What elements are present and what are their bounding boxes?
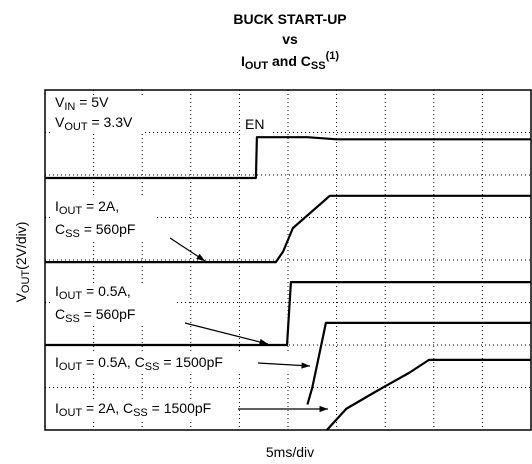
annotation-arrow [257, 362, 311, 367]
arrow-head [301, 362, 310, 369]
annotation: CSS = 560pF [55, 221, 135, 240]
label-background [50, 283, 175, 325]
text-part: (2V/div) [13, 222, 29, 270]
trace [45, 136, 531, 180]
annotation: CSS = 560pF [55, 306, 135, 325]
text-part: = 3.3V [88, 114, 133, 130]
annotation: VIN = 5V [55, 94, 109, 113]
text-part: C [55, 306, 65, 322]
text-part: vs [282, 31, 298, 47]
label-background [50, 354, 305, 373]
annotation: IOUT = 0.5A, [55, 283, 131, 302]
annotation: IOUT = 2A, CSS = 1500pF [55, 400, 211, 419]
text-part: OUT [59, 205, 83, 217]
text-part: = 0.5A, [82, 283, 131, 299]
trace [326, 358, 531, 431]
text-part: (1) [326, 50, 340, 62]
text-part: SS [133, 407, 148, 419]
text-part: I [55, 354, 59, 370]
text-part: OUT [59, 290, 83, 302]
annotation: VOUT = 3.3V [55, 114, 133, 133]
text-part: = 560pF [80, 221, 136, 237]
chart-title: IOUT and CSS(1) [241, 50, 339, 72]
annotation: IOUT = 2A, [55, 198, 119, 217]
text-part: SS [311, 60, 326, 72]
text-part: SS [145, 361, 160, 373]
text-part: = 1500pF [148, 400, 211, 416]
text-part: = 2A, [82, 198, 119, 214]
x-axis-label: 5ms/div [266, 444, 314, 460]
text-part: = 560pF [80, 306, 136, 322]
label-background [50, 400, 232, 419]
text-part: = 2A, C [82, 400, 133, 416]
chart-title: BUCK START-UP [233, 11, 346, 27]
plot-frame [44, 89, 532, 431]
text-part: V [13, 292, 29, 302]
text-part: = 1500pF [159, 354, 222, 370]
trace [45, 194, 531, 264]
text-part: SS [65, 228, 80, 240]
trace [306, 321, 531, 405]
annotation-arrow [184, 322, 269, 345]
chart-title: vs [282, 31, 298, 47]
text-part: SS [65, 313, 80, 325]
label-background [240, 116, 272, 134]
text-part: OUT [245, 60, 269, 72]
text-part: 5ms/div [266, 444, 314, 460]
arrow-head [196, 253, 205, 261]
annotation: EN [245, 116, 264, 132]
text-part: V [55, 114, 65, 130]
text-part: I [55, 198, 59, 214]
text-part: IN [64, 101, 75, 113]
text-part: and C [268, 53, 311, 69]
text-part: = 0.5A, C [82, 354, 145, 370]
y-axis-label: VOUT(2V/div) [13, 222, 32, 303]
annotation: IOUT = 0.5A, CSS = 1500pF [55, 354, 223, 373]
text-part: = 5V [75, 94, 109, 110]
text-part: OUT [64, 121, 88, 133]
arrow-head [259, 338, 268, 345]
text-part: C [55, 221, 65, 237]
text-part: BUCK START-UP [233, 11, 346, 27]
label-background [50, 198, 155, 240]
text-part: OUT [59, 407, 83, 419]
text-part: I [55, 283, 59, 299]
text-part: OUT [20, 270, 32, 294]
text-part: I [241, 53, 245, 69]
arrow-head [319, 405, 328, 413]
text-part: V [55, 94, 65, 110]
label-background [50, 95, 145, 133]
trace [45, 281, 531, 347]
text-part: EN [245, 116, 264, 132]
text-part: I [55, 400, 59, 416]
text-part: OUT [59, 361, 83, 373]
